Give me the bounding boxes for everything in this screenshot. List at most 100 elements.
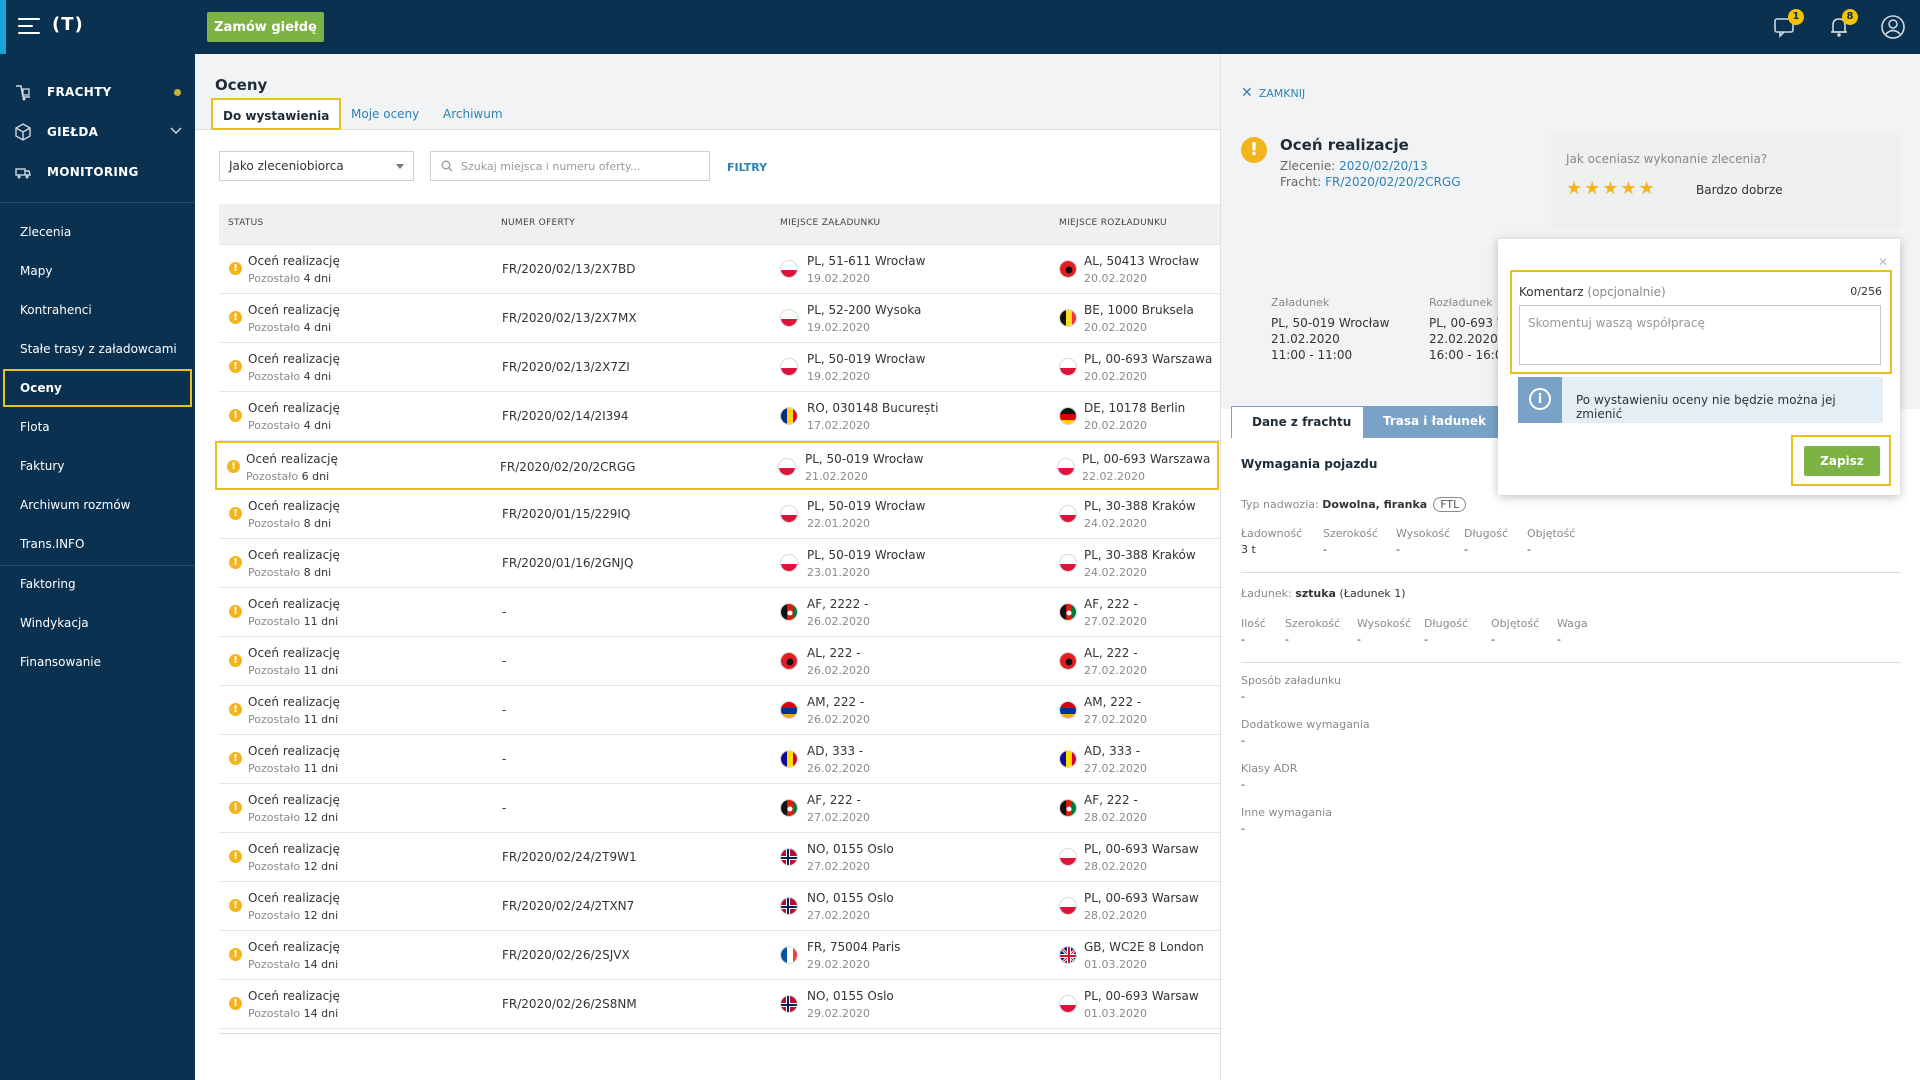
search-box[interactable] bbox=[430, 151, 710, 181]
sidebar-item-faktoring[interactable]: Faktoring bbox=[20, 577, 76, 591]
sidebar-item-finansowanie[interactable]: Finansowanie bbox=[20, 655, 102, 669]
sidebar-nav-label: GIEŁDA bbox=[47, 125, 99, 139]
row-offer-number: FR/2020/01/16/2GNJQ bbox=[502, 556, 634, 570]
sidebar-item-zlecenia[interactable]: Zlecenia bbox=[20, 225, 72, 239]
remaining-prefix: Pozostało bbox=[248, 860, 304, 873]
sidebar-divider bbox=[0, 565, 195, 566]
remaining-days: 4 dni bbox=[303, 419, 332, 432]
cargo-label: Ładunek: bbox=[1241, 587, 1296, 600]
tab-more[interactable] bbox=[1490, 406, 1500, 438]
sidebar-item-mapy[interactable]: Mapy bbox=[20, 264, 53, 278]
star-rating[interactable]: ★★★★★ bbox=[1566, 178, 1657, 199]
page-header: Oceny Do wystawienia Moje oceny Archiwum bbox=[195, 54, 1220, 130]
table-row[interactable]: ! Oceń realizację Pozostało 4 dni FR/2020/0… bbox=[219, 392, 1220, 441]
row-offer-number: FR/2020/02/14/2I394 bbox=[502, 409, 629, 423]
app-logo[interactable]: (T) bbox=[52, 14, 84, 35]
row-offer-number: FR/2020/02/13/2X7ZI bbox=[502, 360, 630, 374]
table-row[interactable]: ! Oceń realizację Pozostało 4 dni FR/2020/0… bbox=[219, 343, 1220, 392]
vehicle-attr-label: Szerokość bbox=[1323, 527, 1379, 540]
row-load-date: 26.02.2020 bbox=[807, 762, 870, 775]
search-input[interactable] bbox=[461, 156, 701, 176]
tab-archiwum[interactable]: Archiwum bbox=[443, 107, 503, 121]
top-accent bbox=[0, 0, 6, 54]
char-counter: 0/256 bbox=[1850, 285, 1882, 298]
table-row[interactable]: ! Oceń realizację Pozostało 4 dni FR/2020/0… bbox=[219, 294, 1220, 343]
flag-icon bbox=[780, 799, 798, 817]
table-row[interactable]: ! Oceń realizację Pozostało 14 dni FR/2020/… bbox=[219, 931, 1220, 980]
close-icon[interactable]: ✕ bbox=[1877, 255, 1888, 269]
row-unload-place: PL, 00-693 Warsaw bbox=[1084, 842, 1199, 856]
order-link[interactable]: 2020/02/20/13 bbox=[1339, 159, 1428, 173]
notifications-icon[interactable]: 8 bbox=[1826, 9, 1858, 40]
table-row[interactable]: ! Oceń realizację Pozostało 8 dni FR/2020/0… bbox=[219, 539, 1220, 588]
tab-dane-z-frachtu[interactable]: Dane z frachtu bbox=[1231, 406, 1373, 438]
menu-icon[interactable] bbox=[18, 18, 40, 34]
row-status: Oceń realizację bbox=[248, 352, 340, 366]
sidebar-nav-monitoring[interactable]: MONITORING bbox=[0, 153, 195, 191]
filters-link[interactable]: FILTRY bbox=[727, 161, 768, 174]
save-button[interactable]: Zapisz bbox=[1804, 446, 1880, 476]
row-unload-date: 27.02.2020 bbox=[1084, 664, 1147, 677]
tab-moje-oceny[interactable]: Moje oceny bbox=[351, 107, 420, 121]
table-row[interactable]: ! Oceń realizację Pozostało 4 dni FR/2020/0… bbox=[219, 245, 1220, 294]
column-header[interactable]: STATUS bbox=[228, 218, 264, 228]
tab-trasa-i-ladunek[interactable]: Trasa i ładunek bbox=[1363, 406, 1506, 438]
sidebar-item-oceny[interactable]: Oceny bbox=[3, 369, 192, 407]
sidebar-nav-frachty[interactable]: FRACHTY bbox=[0, 73, 195, 111]
row-remaining: Pozostało 4 dni bbox=[248, 272, 331, 285]
cargo-attr-label: Wysokość bbox=[1357, 617, 1412, 630]
table-row[interactable]: ! Oceń realizację Pozostało 12 dni FR/2020/… bbox=[219, 882, 1220, 931]
messages-icon[interactable]: 1 bbox=[1772, 9, 1804, 40]
remaining-days: 14 dni bbox=[303, 1007, 339, 1020]
remaining-days: 12 dni bbox=[303, 860, 339, 873]
row-offer-number: FR/2020/02/13/2X7MX bbox=[502, 311, 637, 325]
vehicle-attr-label: Objętość bbox=[1527, 527, 1576, 540]
comment-textarea[interactable] bbox=[1519, 305, 1881, 365]
table-row[interactable]: ! Oceń realizację Pozostało 11 dni - AD, 333… bbox=[219, 735, 1220, 784]
close-label: ZAMKNIJ bbox=[1258, 87, 1306, 100]
close-panel-button[interactable]: ✕ ZAMKNIJ bbox=[1241, 85, 1305, 101]
extra-attr-label: Dodatkowe wymagania bbox=[1241, 718, 1370, 731]
table-row[interactable]: ! Oceń realizację Pozostało 14 dni FR/2020/… bbox=[219, 980, 1220, 1029]
comment-box: Komentarz (opcjonalnie) 0/256 bbox=[1510, 270, 1892, 374]
row-load-place: PL, 52-200 Wysoka bbox=[807, 303, 922, 317]
table-row[interactable]: ! Oceń realizację Pozostało 12 dni FR/2020/… bbox=[219, 833, 1220, 882]
table-row[interactable]: ! Oceń realizację Pozostało 11 dni - AF, 222… bbox=[219, 588, 1220, 637]
order-exchange-button[interactable]: Zamów giełdę bbox=[207, 12, 324, 42]
table-row[interactable]: ! Oceń realizację Pozostało 12 dni - AF, 222… bbox=[219, 784, 1220, 833]
flag-icon bbox=[780, 701, 798, 719]
remaining-prefix: Pozostało bbox=[248, 762, 304, 775]
table-row[interactable]: ! Oceń realizację Pozostało 8 dni FR/2020/0… bbox=[219, 490, 1220, 539]
row-load-date: 17.02.2020 bbox=[807, 419, 870, 432]
sidebar-nav-gielda[interactable]: GIEŁDA bbox=[0, 113, 195, 151]
column-header[interactable]: NUMER OFERTY bbox=[501, 218, 576, 228]
table-header: STATUS NUMER OFERTY MIEJSCE ZAŁADUNKU MI… bbox=[219, 204, 1220, 245]
remaining-prefix: Pozostało bbox=[248, 615, 304, 628]
column-header[interactable]: MIEJSCE ROZŁADUNKU bbox=[1059, 218, 1167, 228]
caret-down-icon bbox=[396, 164, 404, 169]
sidebar-item-archiwum-rozmow[interactable]: Archiwum rozmów bbox=[20, 498, 131, 512]
sidebar-item-stale-trasy[interactable]: Stałe trasy z załadowcami bbox=[20, 342, 177, 356]
sidebar-item-faktury[interactable]: Faktury bbox=[20, 459, 65, 473]
table-row[interactable]: ! Oceń realizację Pozostało 11 dni - AL, 222… bbox=[219, 637, 1220, 686]
user-avatar-icon[interactable] bbox=[1880, 14, 1906, 40]
row-unload-date: 01.03.2020 bbox=[1084, 1007, 1147, 1020]
sidebar-item-trans-info[interactable]: Trans.INFO bbox=[20, 537, 85, 551]
extra-attr-value: - bbox=[1241, 822, 1245, 835]
freight-link[interactable]: FR/2020/02/20/2CRGG bbox=[1325, 175, 1461, 189]
cargo-attr-label: Waga bbox=[1557, 617, 1588, 630]
tab-do-wystawienia[interactable]: Do wystawienia bbox=[211, 98, 342, 130]
flag-icon bbox=[1059, 309, 1077, 327]
table-row[interactable]: ! Oceń realizację Pozostało 11 dni - AM, 222… bbox=[219, 686, 1220, 735]
column-header[interactable]: MIEJSCE ZAŁADUNKU bbox=[780, 218, 881, 228]
sidebar-nav-label: FRACHTY bbox=[47, 85, 112, 99]
row-status: Oceń realizację bbox=[248, 499, 340, 513]
remaining-prefix: Pozostało bbox=[248, 811, 304, 824]
cargo-attr-value: - bbox=[1424, 633, 1428, 646]
sidebar-item-windykacja[interactable]: Windykacja bbox=[20, 616, 89, 630]
flag-icon bbox=[780, 897, 798, 915]
sidebar-item-kontrahenci[interactable]: Kontrahenci bbox=[20, 303, 92, 317]
role-select[interactable]: Jako zleceniobiorca bbox=[219, 151, 414, 181]
sidebar-item-flota[interactable]: Flota bbox=[20, 420, 50, 434]
table-row[interactable]: ! Oceń realizację Pozostało 6 dni FR/2020/0… bbox=[215, 441, 1219, 490]
